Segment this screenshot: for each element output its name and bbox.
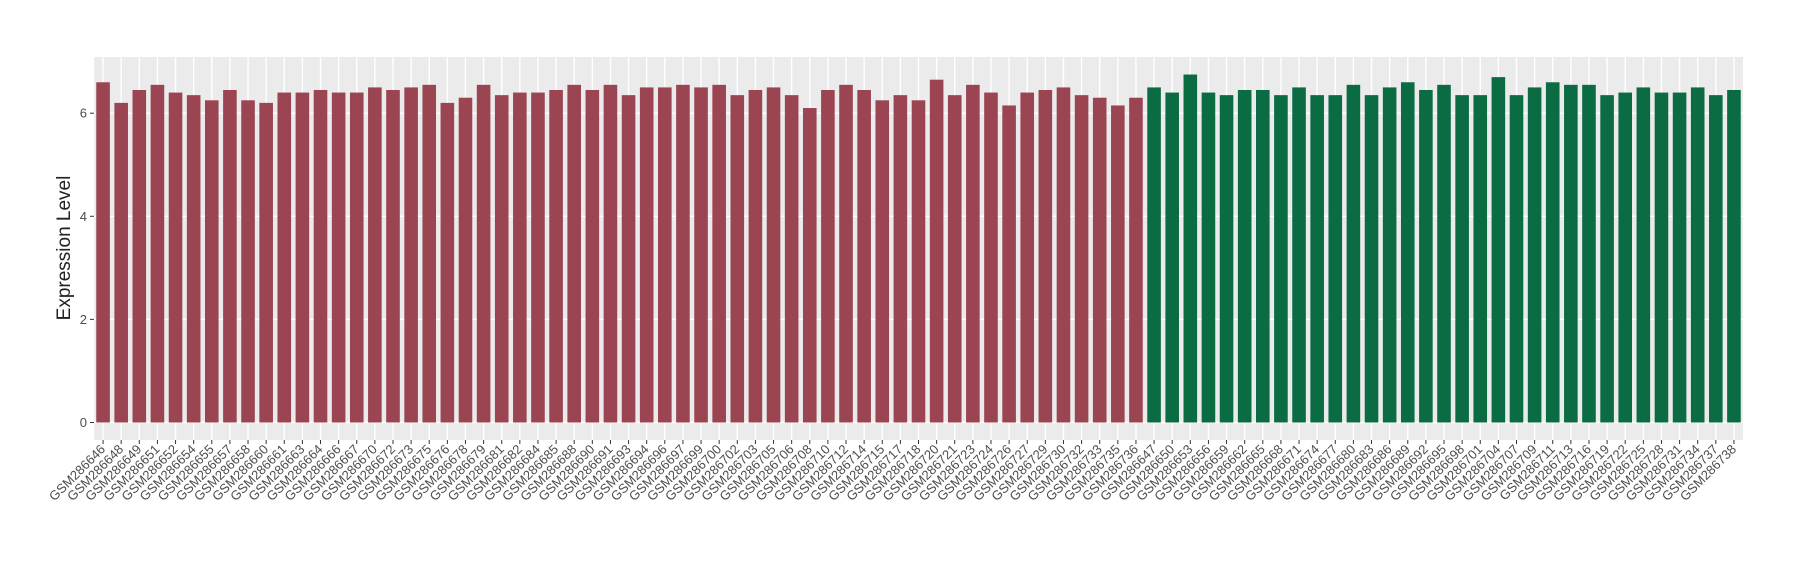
bar xyxy=(1364,95,1379,423)
bar xyxy=(1310,95,1324,423)
bar xyxy=(422,84,437,423)
bar xyxy=(368,87,382,423)
bar xyxy=(1455,95,1469,423)
bar xyxy=(748,89,763,423)
bar xyxy=(150,84,165,423)
bar xyxy=(911,100,926,423)
bar xyxy=(440,102,455,423)
bar xyxy=(1582,84,1596,423)
bar xyxy=(1690,87,1705,423)
bar xyxy=(1183,74,1198,423)
bar xyxy=(259,102,273,423)
bar xyxy=(766,87,781,423)
bar xyxy=(984,92,998,423)
bar xyxy=(1600,95,1614,423)
bar xyxy=(132,89,147,423)
bar xyxy=(1056,87,1071,423)
bar xyxy=(784,95,799,423)
y-tick-label: 6 xyxy=(80,106,87,121)
y-tick-label: 0 xyxy=(80,415,87,430)
bar xyxy=(893,95,908,423)
bar xyxy=(549,89,563,423)
bar xyxy=(567,84,581,423)
bar xyxy=(1165,92,1179,423)
bar xyxy=(1219,95,1234,423)
bar xyxy=(839,84,853,423)
y-axis-title: Expression Level xyxy=(54,176,75,321)
bar xyxy=(1111,105,1125,423)
bar xyxy=(513,92,527,423)
bar xyxy=(1274,95,1288,423)
bar xyxy=(1491,77,1506,423)
bar xyxy=(712,84,726,423)
bar xyxy=(531,92,545,423)
bar xyxy=(114,102,128,423)
bar xyxy=(1473,95,1488,423)
bar xyxy=(277,92,292,423)
bar xyxy=(494,95,509,423)
bar xyxy=(821,89,835,423)
bar xyxy=(1654,92,1669,423)
bar xyxy=(1328,95,1343,423)
y-tick-label: 2 xyxy=(80,312,87,327)
bar xyxy=(1636,87,1651,423)
bar xyxy=(966,84,980,423)
bar xyxy=(1709,95,1723,423)
bar xyxy=(458,97,473,423)
bar xyxy=(476,84,491,423)
y-tick-label: 4 xyxy=(80,209,87,224)
bar xyxy=(857,89,871,423)
bar xyxy=(639,87,654,423)
bar xyxy=(676,84,690,423)
bar xyxy=(1437,84,1451,423)
bar xyxy=(1727,89,1741,423)
bar xyxy=(1038,89,1053,423)
bar xyxy=(96,82,110,423)
bar xyxy=(1074,95,1089,423)
bar xyxy=(603,84,618,423)
bar xyxy=(1382,87,1397,423)
bar xyxy=(1618,92,1633,423)
bar xyxy=(1672,92,1687,423)
bar xyxy=(1201,92,1216,423)
bar xyxy=(658,87,672,423)
bar xyxy=(1020,92,1035,423)
bar xyxy=(802,108,817,423)
bar xyxy=(947,95,962,423)
bar xyxy=(1129,97,1143,423)
bar xyxy=(295,92,310,423)
bar xyxy=(929,79,944,423)
bar xyxy=(875,100,890,423)
bar xyxy=(386,89,400,423)
bar xyxy=(404,87,418,423)
bar xyxy=(1527,87,1542,423)
bar xyxy=(585,89,600,423)
bar xyxy=(204,100,219,423)
bar xyxy=(1564,84,1578,423)
bar xyxy=(730,95,745,423)
bar xyxy=(241,100,255,423)
bar xyxy=(223,89,237,423)
bar xyxy=(168,92,183,423)
bar xyxy=(1545,82,1560,423)
bar xyxy=(1400,82,1415,423)
bar xyxy=(349,92,364,423)
bar xyxy=(1237,89,1252,423)
bar xyxy=(1292,87,1306,423)
bar xyxy=(1346,84,1361,423)
bar xyxy=(331,92,346,423)
bar xyxy=(621,95,636,423)
bar xyxy=(1509,95,1524,423)
bar xyxy=(1147,87,1161,423)
bar xyxy=(694,87,708,423)
bar xyxy=(186,95,201,423)
bar xyxy=(313,89,328,423)
bar xyxy=(1256,89,1270,423)
bar xyxy=(1419,89,1433,423)
bar xyxy=(1092,97,1107,423)
bar xyxy=(1002,105,1016,423)
